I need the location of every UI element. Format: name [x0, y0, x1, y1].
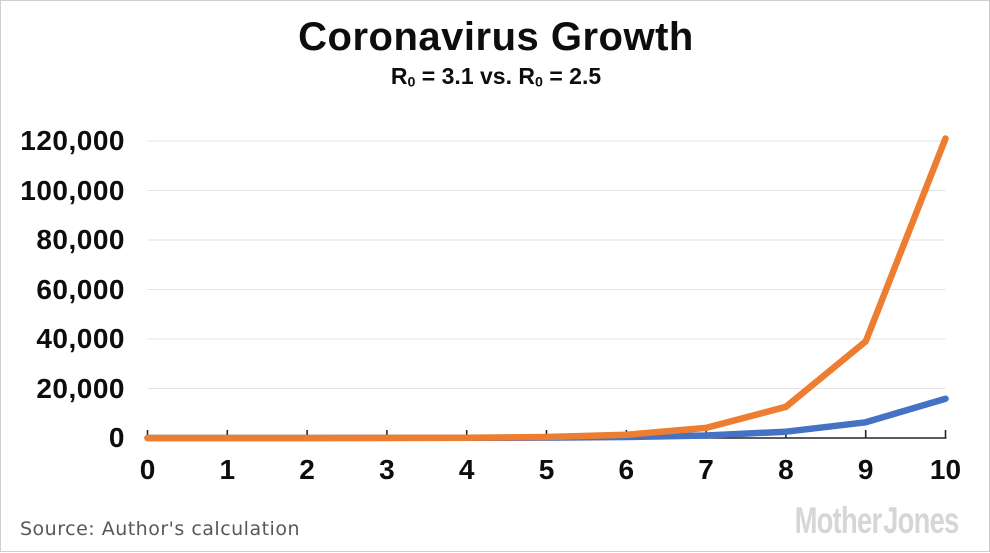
- series-line-R0-3.1: [144, 135, 949, 442]
- y-tick-label-0: 0: [108, 422, 125, 453]
- subtitle-r2: R: [518, 63, 535, 89]
- gridlines: [147, 140, 946, 389]
- x-tick-label-10: 10: [929, 454, 962, 485]
- x-tick-label-9: 9: [857, 454, 874, 485]
- x-tick-label-1: 1: [219, 454, 236, 485]
- x-tick-label-8: 8: [778, 454, 794, 485]
- x-tick-label-7: 7: [698, 454, 714, 485]
- subtitle-mid: = 3.1 vs.: [415, 63, 519, 89]
- x-tick-label-0: 0: [139, 454, 156, 485]
- x-tick-label-6: 6: [618, 454, 635, 485]
- y-tick-label-120000: 120,000: [20, 125, 125, 156]
- source-note: Source: Author's calculation: [20, 518, 300, 540]
- y-tick-label-40000: 40,000: [36, 323, 125, 354]
- x-tick-label-3: 3: [379, 454, 395, 485]
- y-tick-label-20000: 20,000: [36, 372, 125, 404]
- subtitle-r1: R: [390, 63, 408, 89]
- subtitle-sub2: 0: [535, 74, 543, 91]
- x-tick-label-4: 4: [458, 454, 475, 485]
- chart-subtitle: R0 = 3.1 vs. R0 = 2.5: [1, 63, 990, 91]
- subtitle-sub1: 0: [407, 74, 416, 91]
- mother-jones-logo: Mother Jones: [795, 500, 960, 541]
- subtitle-end: = 2.5: [542, 63, 602, 89]
- chart-title: Coronavirus Growth: [298, 15, 694, 59]
- y-tick-label-100000: 100,000: [20, 174, 125, 206]
- y-tick-label-80000: 80,000: [36, 224, 125, 255]
- series-lines: [144, 135, 949, 442]
- x-tick-label-5: 5: [538, 454, 555, 485]
- x-tick-label-2: 2: [299, 454, 315, 485]
- y-tick-label-60000: 60,000: [36, 273, 125, 305]
